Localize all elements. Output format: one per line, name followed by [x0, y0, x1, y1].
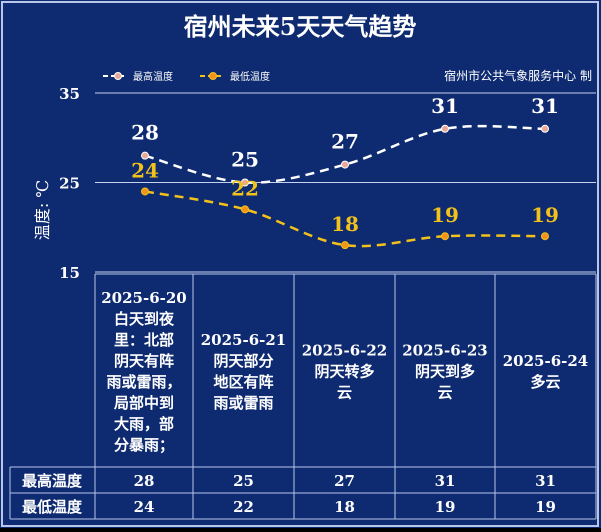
description-line: 阴天转多: [314, 363, 374, 381]
description-line: 云: [337, 384, 352, 402]
description-line: 地区有阵: [213, 373, 273, 391]
y-axis-label: 温度: ℃: [33, 180, 52, 240]
point-high-4: [541, 124, 549, 133]
row-1-value-2: 18: [334, 498, 355, 516]
description-line: 里：北部: [114, 331, 174, 349]
data-label-high-1: 25: [231, 148, 259, 172]
row-1-value-3: 19: [435, 498, 456, 516]
series-points: [141, 124, 549, 250]
description-line: 白天到夜: [114, 310, 175, 328]
row-1-value-1: 22: [233, 498, 254, 516]
legend-low-marker: [209, 72, 217, 80]
point-low-3: [441, 232, 449, 241]
row-label-0: 最高温度: [22, 472, 83, 490]
description-line: 2025-6-22: [302, 342, 388, 360]
series-line-high: [144, 124, 546, 184]
point-low-0: [141, 187, 149, 196]
description-line: 局部中到: [113, 394, 174, 412]
point-low-4: [541, 232, 549, 241]
description-line: 阴天有阵: [114, 352, 174, 370]
data-label-low-1: 22: [231, 176, 259, 200]
day-description-4: 2025-6-24 多云: [503, 352, 589, 391]
point-high-2: [341, 160, 349, 169]
day-description-1: 2025-6-21 阴天部分地区有阵雨或雷雨: [201, 331, 287, 412]
chart-legend: 最高温度 最低温度: [103, 70, 270, 83]
day-description-2: 2025-6-22 阴天转多云: [302, 342, 388, 402]
data-label-low-4: 19: [531, 203, 559, 227]
row-1-value-0: 24: [134, 498, 155, 516]
row-0-value-4: 31: [535, 472, 556, 490]
description-line: 2025-6-23: [402, 342, 488, 360]
chart-title: 宿州未来5天天气趋势: [184, 12, 417, 41]
point-high-0: [141, 151, 149, 160]
description-line: 雨或雷雨，: [106, 373, 181, 391]
data-labels: 28 25 27 31 31 24 22 18 19 19: [131, 94, 559, 236]
data-label-high-4: 31: [531, 94, 559, 118]
data-label-low-3: 19: [431, 203, 459, 227]
series-lines: [144, 124, 546, 248]
description-line: 分暴雨；: [114, 436, 174, 454]
legend-high-label: 最高温度: [133, 70, 173, 83]
day-description-3: 2025-6-23 阴天到多云: [402, 342, 488, 402]
description-line: 云: [437, 384, 452, 402]
point-low-1: [241, 205, 249, 214]
data-label-high-3: 31: [431, 94, 459, 118]
row-0-value-0: 28: [134, 472, 155, 490]
description-line: 雨或雷雨: [213, 394, 273, 412]
data-label-low-0: 24: [131, 158, 159, 182]
point-low-2: [341, 241, 349, 250]
description-line: 2025-6-21: [201, 331, 287, 349]
row-0-value-1: 25: [233, 472, 254, 490]
chart-credit: 宿州市公共气象服务中心 制: [444, 68, 592, 83]
row-label-1: 最低温度: [22, 498, 83, 516]
description-line: 阴天部分: [213, 352, 273, 370]
description-line: 大雨，部: [114, 415, 174, 433]
y-tick-label: 35: [59, 85, 80, 103]
forecast-table: 2025-6-20 白天到夜里：北部阴天有阵雨或雷雨，局部中到大雨，部分暴雨；20…: [9, 273, 597, 520]
legend-high-marker: [114, 72, 122, 80]
description-line: 多云: [530, 373, 560, 391]
data-label-high-0: 28: [131, 121, 159, 145]
row-0-value-2: 27: [334, 472, 355, 490]
data-label-low-2: 18: [331, 212, 359, 236]
point-high-3: [441, 124, 449, 133]
series-line-low: [144, 190, 546, 248]
y-tick-label: 25: [59, 175, 80, 193]
point-high-1: [241, 178, 249, 187]
day-description-0: 2025-6-20 白天到夜里：北部阴天有阵雨或雷雨， 局部中到大雨，部分暴雨；: [101, 289, 187, 454]
gridlines: [95, 92, 596, 273]
legend-low-label: 最低温度: [230, 70, 270, 83]
description-line: 2025-6-20: [101, 289, 187, 307]
description-line: 2025-6-24: [503, 352, 589, 370]
description-line: 阴天到多: [415, 363, 475, 381]
y-tick-label: 15: [59, 264, 80, 282]
row-0-value-3: 31: [435, 472, 456, 490]
y-ticks: 15 25 35: [59, 85, 80, 282]
data-label-high-2: 27: [331, 130, 359, 154]
row-1-value-4: 19: [535, 498, 556, 516]
